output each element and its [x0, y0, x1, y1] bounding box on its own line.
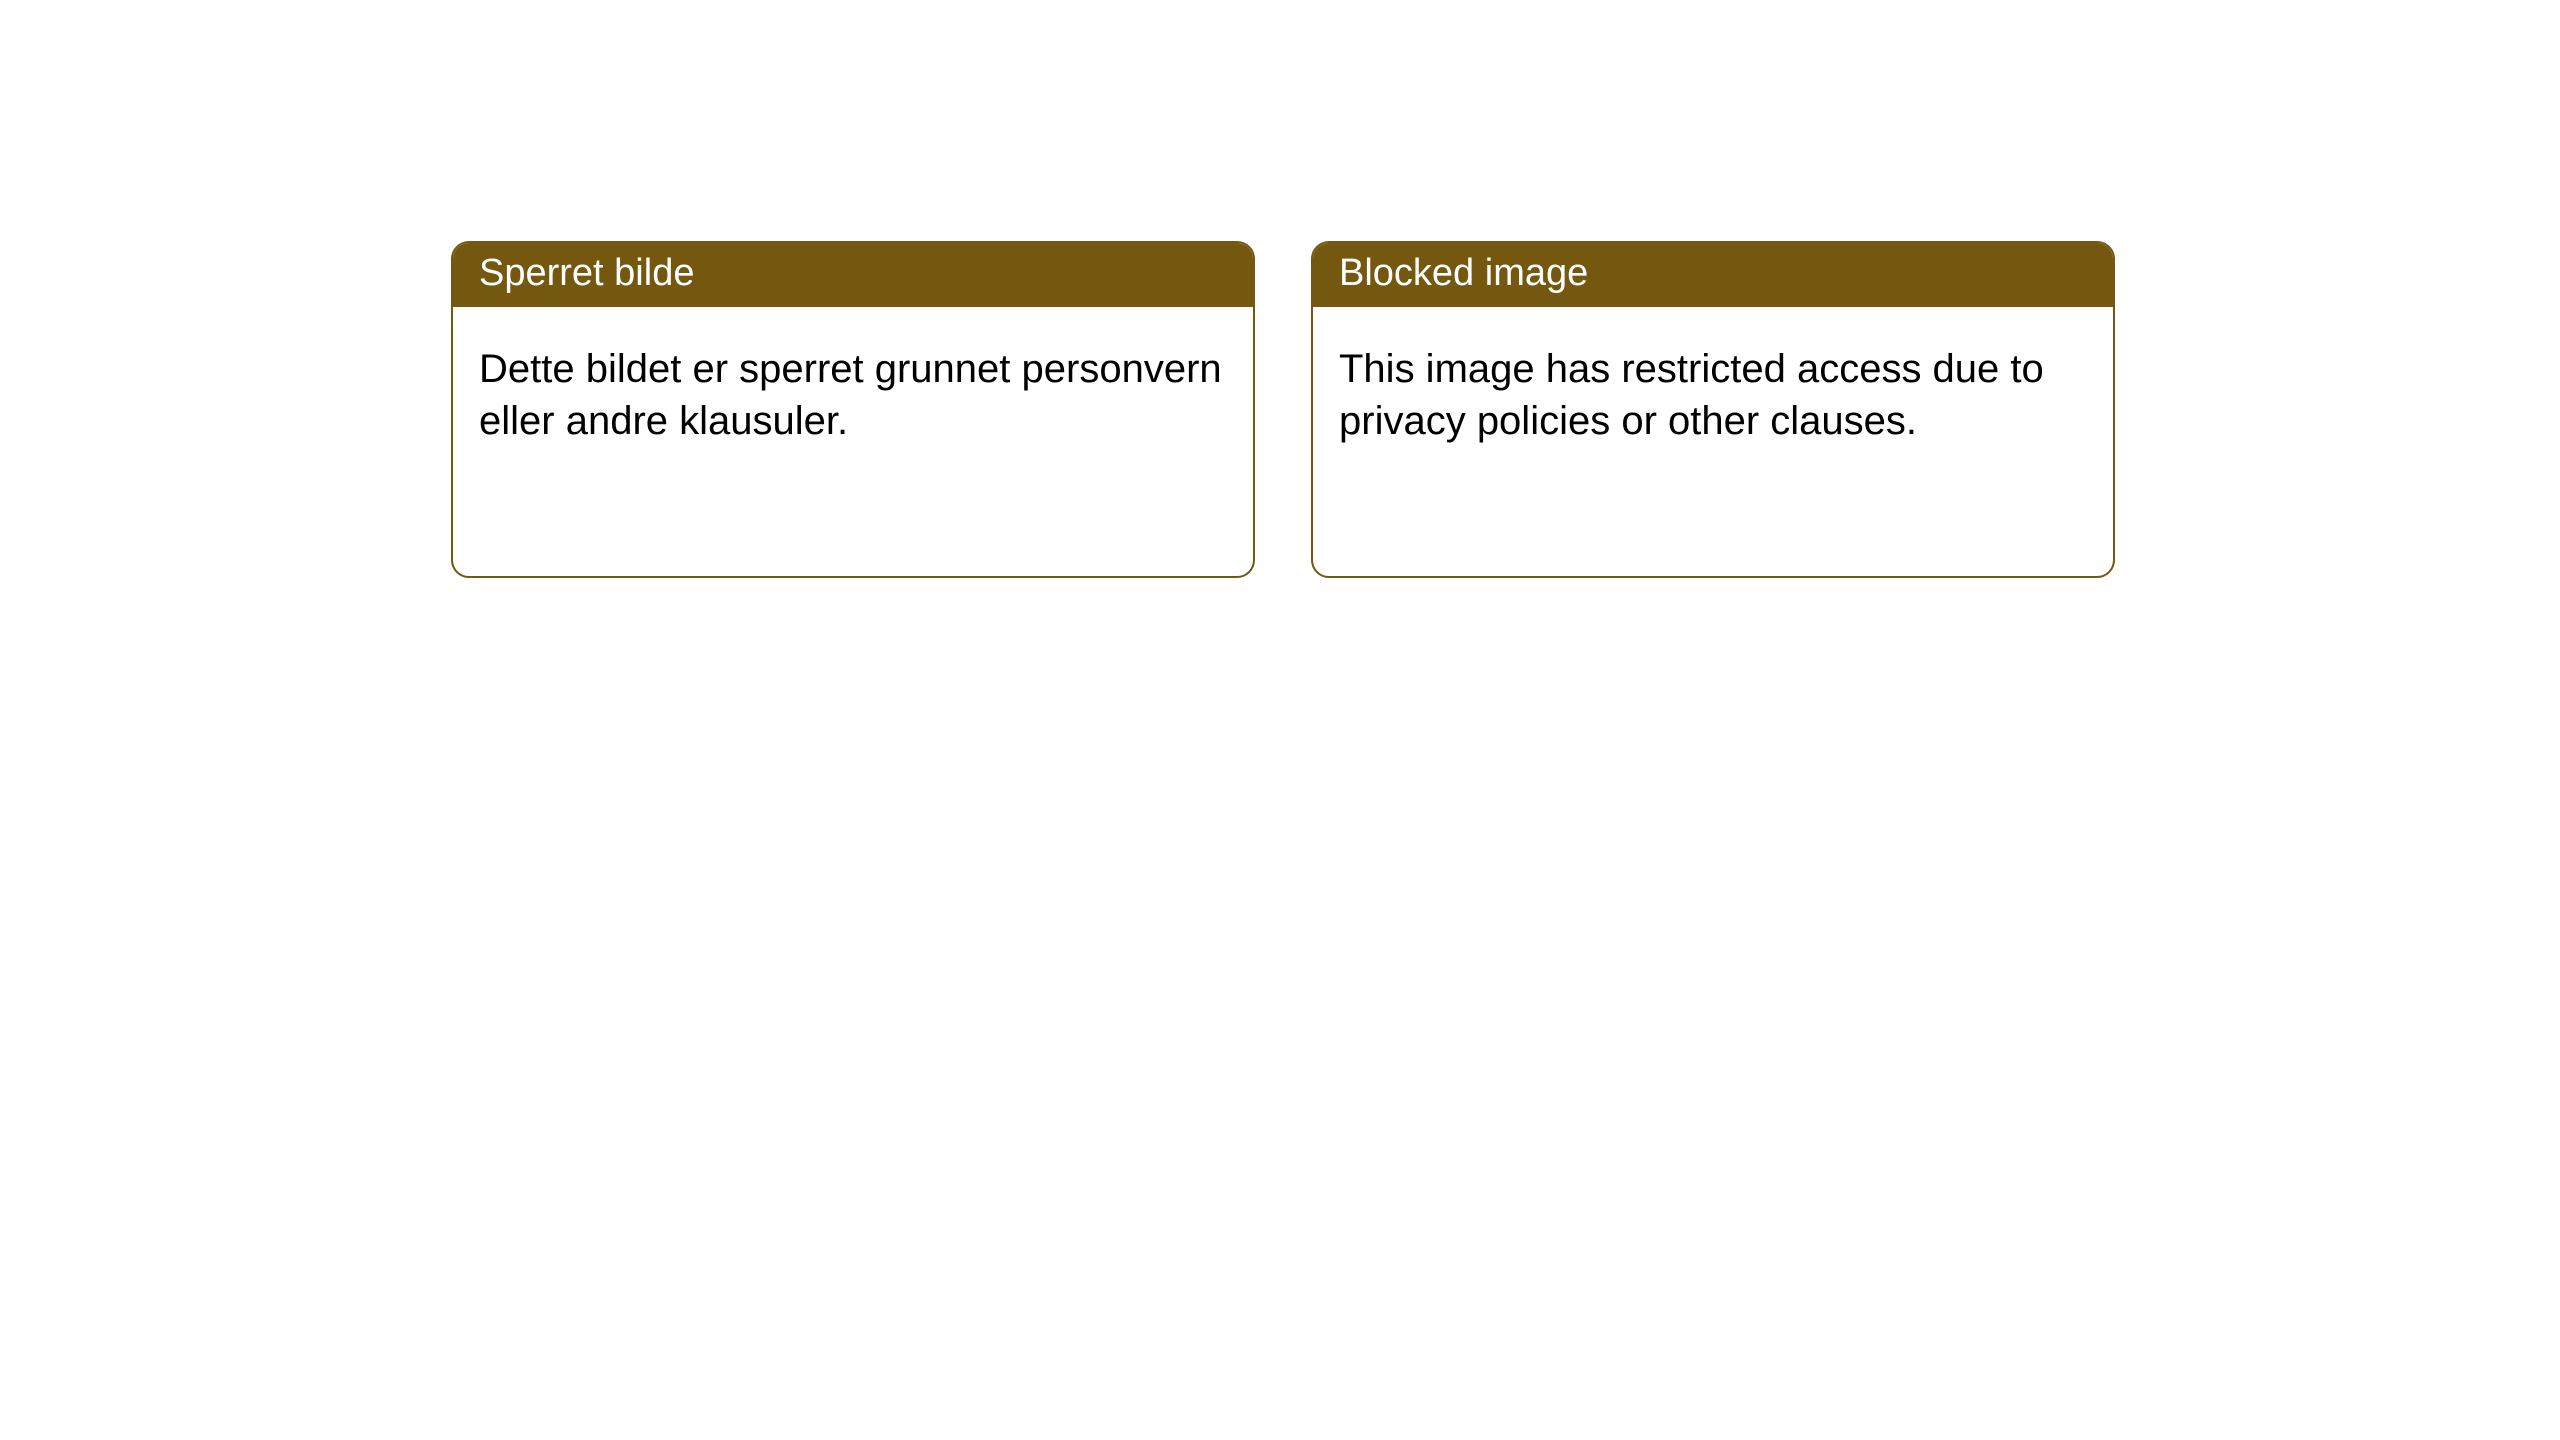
notice-header: Sperret bilde	[453, 243, 1253, 307]
notice-card-norwegian: Sperret bilde Dette bildet er sperret gr…	[451, 241, 1255, 578]
notice-body: This image has restricted access due to …	[1313, 307, 2113, 473]
notice-container: Sperret bilde Dette bildet er sperret gr…	[0, 0, 2560, 578]
notice-header: Blocked image	[1313, 243, 2113, 307]
notice-body: Dette bildet er sperret grunnet personve…	[453, 307, 1253, 473]
notice-card-english: Blocked image This image has restricted …	[1311, 241, 2115, 578]
